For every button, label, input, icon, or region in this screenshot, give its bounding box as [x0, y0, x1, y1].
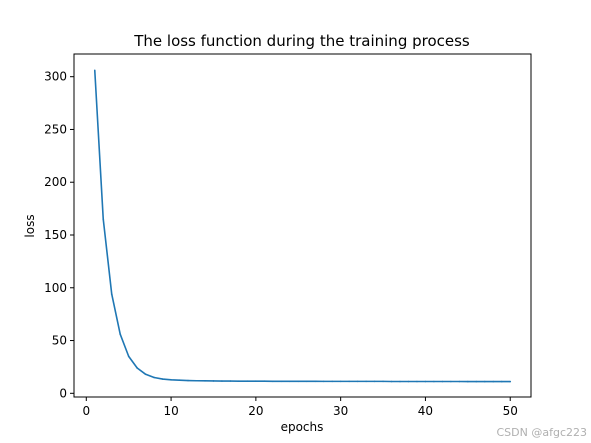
loss-data-point — [483, 380, 486, 383]
y-tick-label: 150 — [44, 228, 67, 242]
loss-data-point — [204, 380, 206, 382]
loss-data-point — [255, 380, 257, 382]
x-tick-label: 50 — [503, 404, 518, 418]
x-tick-label: 40 — [418, 404, 433, 418]
x-tick-label: 10 — [163, 404, 178, 418]
loss-data-point — [144, 373, 147, 376]
loss-data-point — [331, 380, 333, 383]
loss-data-point — [500, 380, 503, 383]
y-tick-label: 100 — [44, 281, 67, 295]
loss-data-point — [288, 380, 291, 383]
loss-data-point — [416, 380, 418, 383]
loss-data-point — [272, 380, 274, 383]
loss-data-point — [322, 380, 325, 383]
loss-data-point — [297, 380, 300, 383]
loss-data-point — [305, 380, 308, 383]
loss-data-point — [382, 380, 384, 383]
y-axis-label: loss — [23, 214, 37, 237]
loss-data-point — [399, 380, 401, 383]
loss-data-point — [110, 293, 113, 295]
loss-data-point — [475, 380, 478, 383]
loss-data-point — [390, 380, 393, 383]
loss-data-point — [93, 69, 96, 72]
loss-series-line — [93, 70, 511, 383]
loss-data-point — [424, 380, 427, 383]
loss-data-point — [170, 379, 172, 381]
loss-data-point — [467, 380, 469, 383]
loss-data-point — [509, 380, 512, 383]
loss-data-point — [136, 367, 138, 369]
loss-data-point — [492, 380, 495, 383]
loss-data-point — [187, 379, 189, 382]
axis-ticks: 0 10 20 30 40 50 0 50 100 150 200 250 300 — [44, 70, 518, 418]
x-tick-label: 30 — [333, 404, 348, 418]
y-tick-label: 300 — [44, 70, 67, 84]
loss-data-point — [238, 380, 240, 382]
loss-data-point — [441, 380, 444, 383]
loss-data-point — [407, 380, 410, 383]
loss-data-point — [365, 380, 367, 383]
loss-data-point — [127, 355, 130, 358]
loss-data-point — [263, 380, 266, 382]
series-layer — [93, 69, 512, 383]
loss-data-point — [161, 378, 164, 380]
chart-title: The loss function during the training pr… — [133, 32, 470, 50]
loss-data-point — [348, 380, 350, 383]
loss-data-point — [246, 380, 249, 382]
loss-data-point — [221, 380, 223, 382]
loss-data-point — [102, 218, 105, 220]
x-axis-label: epochs — [281, 420, 324, 434]
x-tick-label: 0 — [82, 404, 90, 418]
x-tick-label: 20 — [248, 404, 263, 418]
loss-data-point — [433, 380, 435, 383]
loss-data-point — [373, 380, 376, 383]
loss-data-point — [458, 380, 461, 383]
loss-data-point — [212, 380, 215, 382]
loss-data-point — [450, 380, 452, 383]
y-tick-label: 250 — [44, 122, 67, 136]
y-tick-label: 200 — [44, 175, 67, 189]
loss-data-point — [153, 376, 155, 379]
loss-data-point — [195, 379, 198, 382]
loss-data-point — [119, 333, 122, 336]
loss-data-point — [178, 379, 181, 382]
y-tick-label: 0 — [59, 386, 67, 400]
loss-data-point — [356, 380, 359, 383]
loss-data-point — [280, 380, 283, 383]
loss-data-point — [339, 380, 342, 383]
watermark: CSDN @afgc223 — [496, 426, 588, 439]
y-tick-label: 50 — [52, 334, 67, 348]
loss-data-point — [229, 380, 232, 382]
loss-data-point — [314, 380, 317, 383]
plot-area-frame — [73, 53, 532, 398]
